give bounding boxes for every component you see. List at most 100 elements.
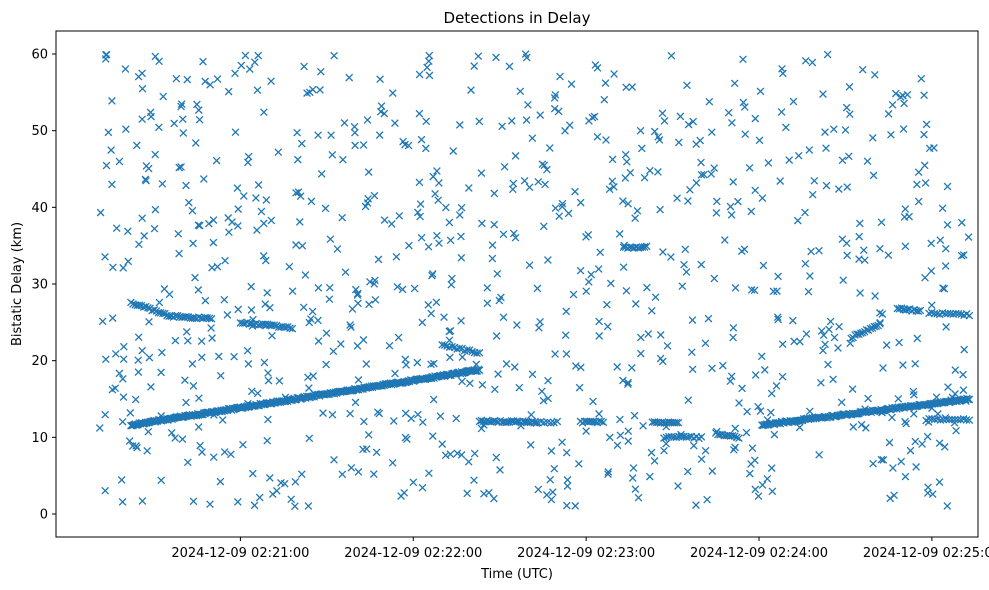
detection-point <box>927 239 936 248</box>
detection-point <box>835 322 843 331</box>
detection-point <box>447 280 456 289</box>
detection-point <box>505 62 514 71</box>
detection-point <box>842 103 851 112</box>
detection-point <box>942 323 950 331</box>
detection-point <box>608 177 617 186</box>
detection-point <box>295 218 304 226</box>
detection-point <box>321 204 330 213</box>
detection-point <box>239 192 248 200</box>
detection-point <box>575 383 584 392</box>
detection-point <box>138 115 147 124</box>
detection-point <box>884 110 893 118</box>
detection-point <box>684 396 693 405</box>
detection-point <box>151 205 160 214</box>
track-point <box>945 415 954 424</box>
detection-point <box>145 353 154 362</box>
detection-point <box>134 356 143 365</box>
detection-point <box>359 141 368 149</box>
detection-point <box>174 229 183 238</box>
detection-point <box>647 448 656 457</box>
y-tick-label: 60 <box>31 48 48 63</box>
detection-point <box>329 347 338 356</box>
y-axis-ticks: 0 10 20 30 40 50 60 <box>31 48 56 523</box>
detection-point <box>183 75 192 84</box>
track-point <box>540 418 549 427</box>
detection-point <box>595 317 603 326</box>
detection-point <box>735 399 743 407</box>
detection-point <box>254 51 263 60</box>
detection-point <box>293 155 302 164</box>
detection-point <box>199 175 208 183</box>
detection-point <box>250 58 259 67</box>
detection-point <box>556 72 564 81</box>
detection-point <box>478 219 486 228</box>
detection-point <box>457 316 465 325</box>
detection-point <box>927 301 936 310</box>
detection-point <box>128 442 137 450</box>
detection-point <box>138 214 147 223</box>
detection-point <box>876 244 884 253</box>
track-point <box>642 242 651 251</box>
detection-point <box>562 448 571 457</box>
detection-point <box>920 91 928 100</box>
detection-point <box>441 451 450 460</box>
detection-point <box>918 440 926 448</box>
chart-title: Detections in Delay <box>444 9 591 27</box>
detection-point <box>449 147 458 155</box>
detection-point <box>876 309 884 317</box>
detection-point <box>879 364 887 372</box>
detection-point <box>195 394 203 403</box>
detection-point <box>921 273 929 282</box>
detection-point <box>773 287 781 295</box>
detection-point <box>413 358 422 367</box>
detection-point <box>604 468 613 476</box>
detection-point <box>346 321 354 329</box>
detection-point <box>445 327 454 336</box>
detection-point <box>417 233 426 242</box>
detection-point <box>108 180 116 189</box>
detection-point <box>288 287 297 296</box>
detection-point <box>534 177 543 186</box>
detection-point <box>794 151 803 160</box>
detection-point <box>418 318 427 327</box>
detection-point <box>216 371 225 380</box>
detection-point <box>520 176 529 185</box>
detection-point <box>616 431 625 440</box>
detection-point <box>237 61 246 70</box>
detection-point <box>194 106 203 114</box>
detection-point <box>191 139 200 147</box>
track-point <box>144 303 152 312</box>
detection-point <box>588 113 597 122</box>
detection-point <box>264 415 272 424</box>
detection-point <box>171 336 180 345</box>
track-point <box>475 348 484 357</box>
detection-point <box>391 369 399 378</box>
detection-point <box>801 208 809 217</box>
detection-point <box>319 409 327 417</box>
detection-point <box>654 168 662 176</box>
detection-point <box>511 233 520 242</box>
detection-point <box>252 194 260 202</box>
detection-point <box>244 360 253 368</box>
detection-point <box>888 413 896 422</box>
detection-point <box>188 360 197 368</box>
detection-point <box>364 194 372 203</box>
detection-point <box>697 170 706 179</box>
detection-point <box>294 188 303 196</box>
detection-point <box>212 156 221 165</box>
detection-point <box>470 449 479 458</box>
detection-point <box>170 119 179 128</box>
detection-point <box>425 469 433 478</box>
detection-point <box>306 315 315 323</box>
detection-point <box>296 192 305 201</box>
detection-point <box>900 99 908 108</box>
detection-point <box>427 360 435 369</box>
detection-point <box>492 332 501 340</box>
detection-point <box>221 256 229 265</box>
detection-point <box>917 74 926 83</box>
detection-point <box>845 110 854 119</box>
detection-point <box>535 323 543 332</box>
detection-point <box>681 245 690 254</box>
detection-point <box>631 214 639 223</box>
detection-point <box>197 353 206 362</box>
